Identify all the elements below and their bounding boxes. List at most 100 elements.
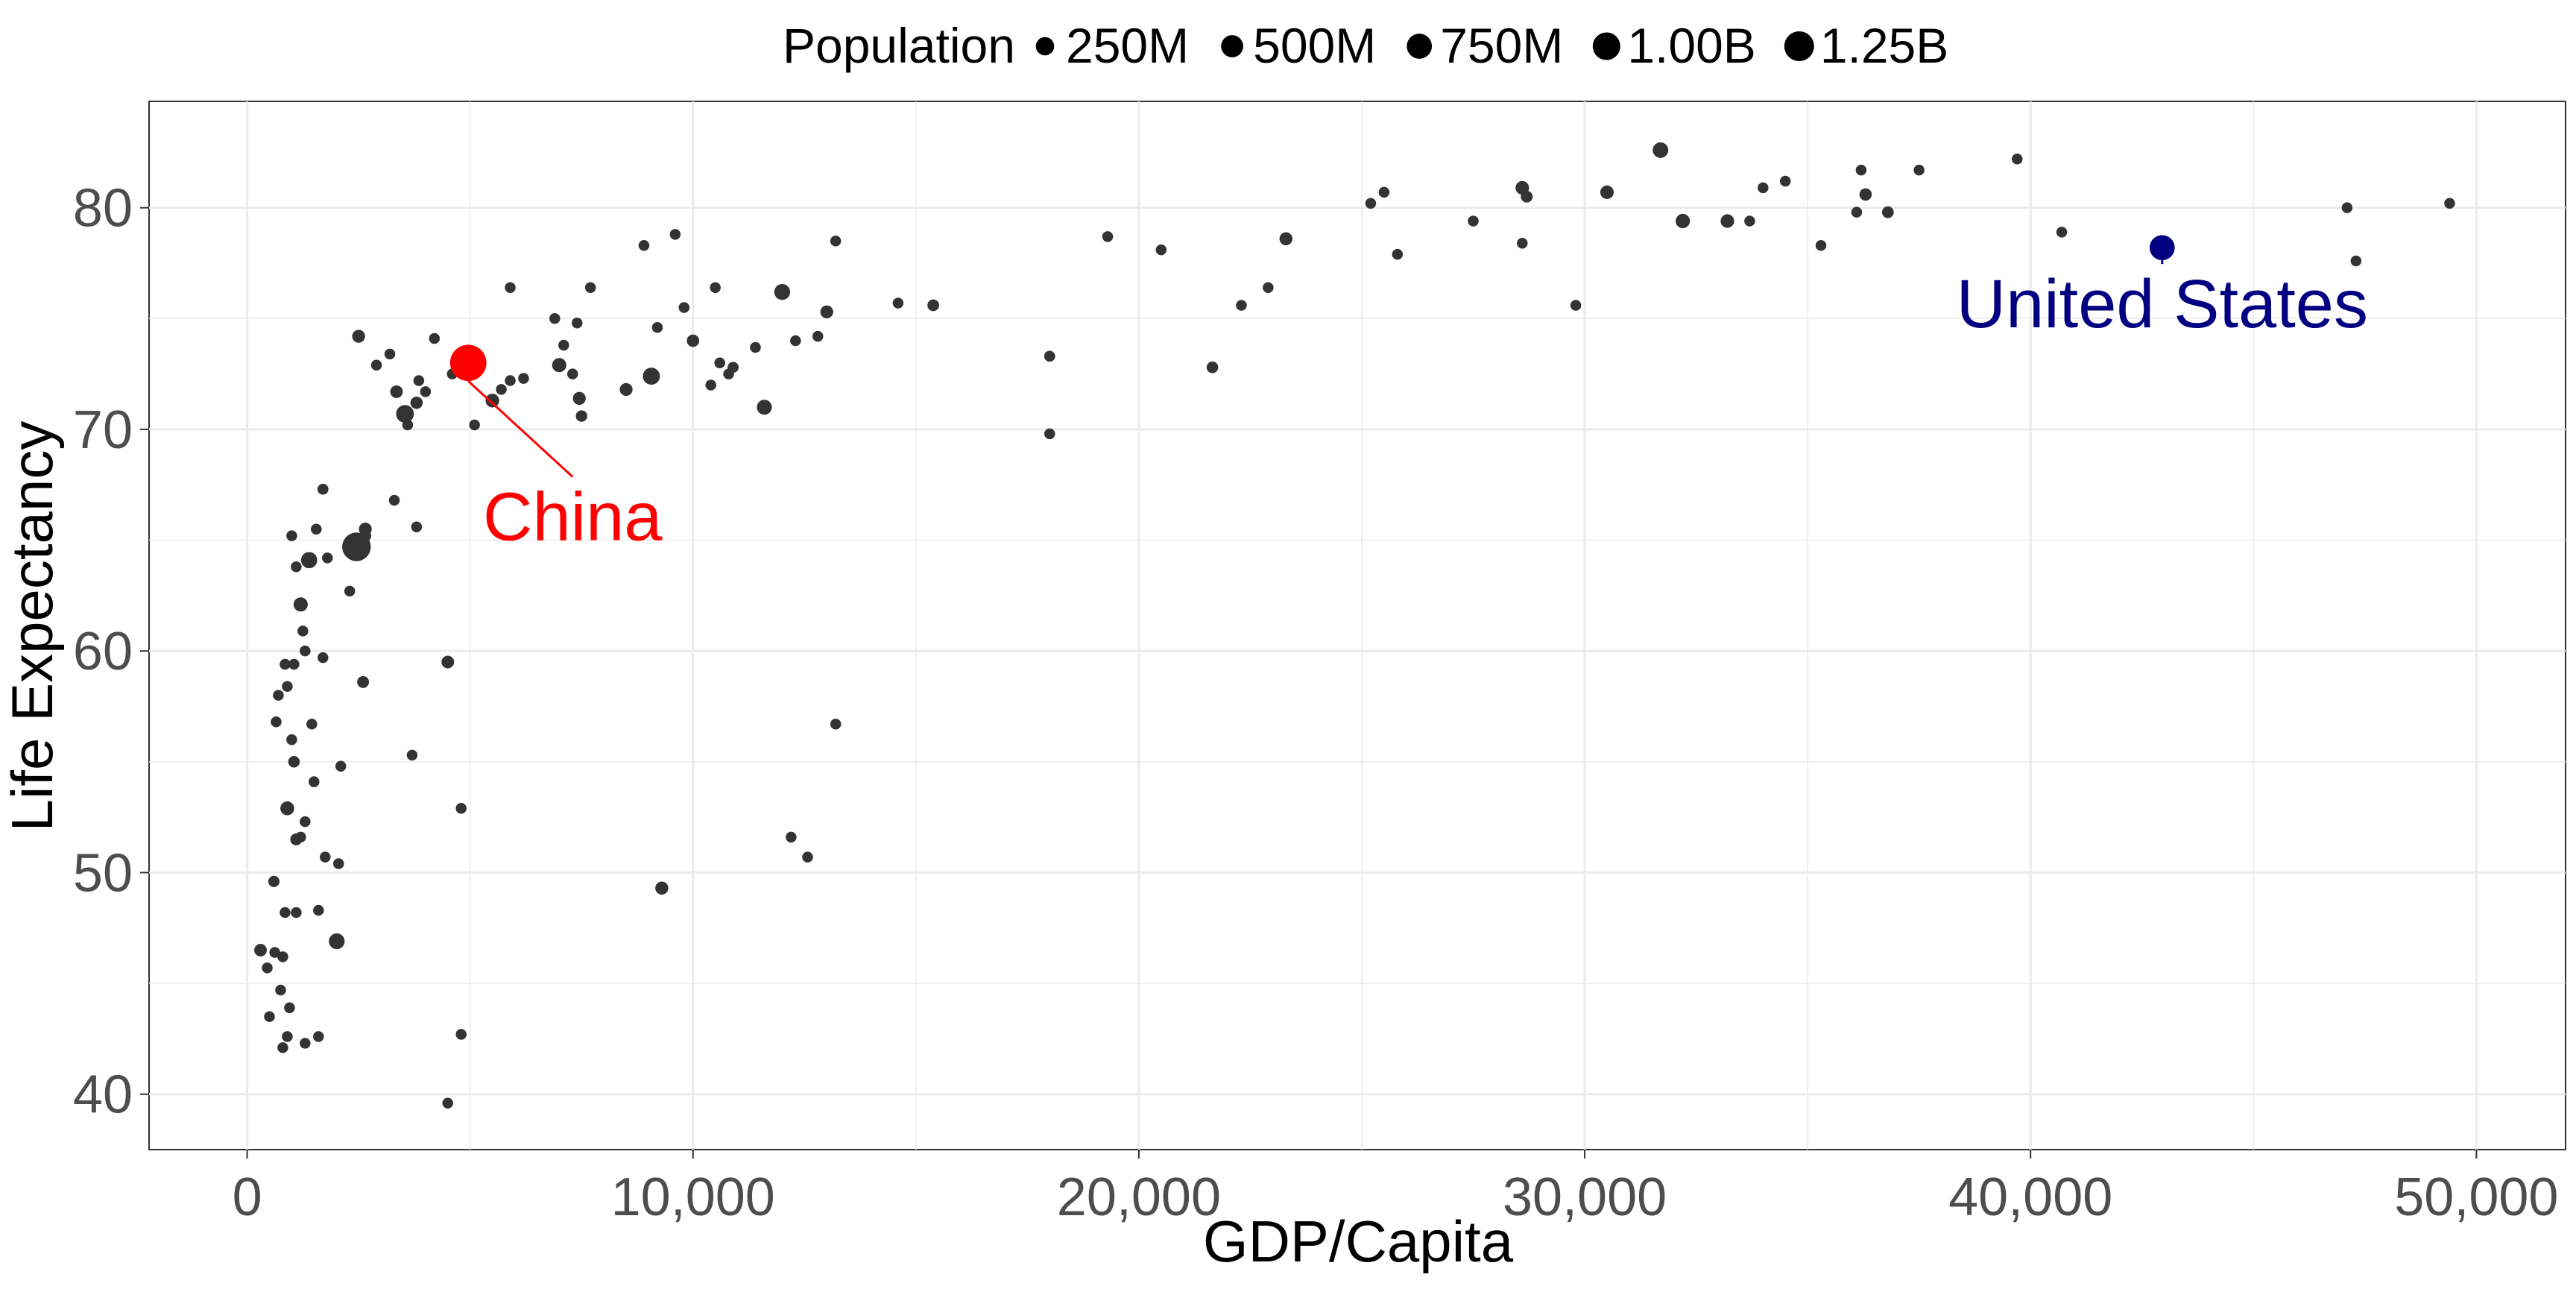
data-point [411,521,423,532]
data-point [280,907,291,918]
data-point [1521,190,1533,203]
data-point [469,419,480,431]
data-point [678,302,690,313]
data-point [282,1031,293,1042]
data-point [786,831,797,843]
data-point [669,229,681,240]
data-point [549,313,561,324]
x-tick-label: 20,000 [1057,1167,1221,1227]
data-point [284,1002,295,1014]
legend-key [1784,31,1814,61]
data-point [1815,239,1827,251]
data-point [2341,202,2353,213]
axes: 0 10,000 20,000 30,000 40,000 50,000 40 50 60 70 8… [73,179,2559,1227]
data-point [455,802,467,814]
data-point [441,655,455,669]
data-point [297,625,309,637]
highlight-point-united-states [2149,235,2175,261]
data-point [320,851,331,863]
data-point [1859,188,1872,201]
data-point [1652,142,1669,158]
data-point [1392,248,1404,260]
data-point [1855,164,1867,176]
data-point [572,391,586,405]
data-point [638,239,650,251]
y-tick-label: 80 [73,179,133,239]
data-point [686,334,700,347]
data-point [812,330,824,342]
data-point [496,384,507,395]
data-point [313,1031,324,1042]
plot-panel [148,101,2566,1150]
data-point [1044,428,1055,440]
data-point [1206,361,1219,374]
legend-key [1221,35,1243,57]
data-point [288,756,300,768]
data-point [280,658,291,670]
data-point [619,382,633,397]
data-point [413,375,425,386]
annotation-leader-china [467,380,574,478]
data-point [275,984,286,996]
data-point [830,719,842,730]
data-point [1676,213,1690,229]
data-point [317,483,329,495]
data-point [318,652,329,664]
data-point [335,760,347,772]
data-point [332,858,344,869]
data-point [1365,198,1377,209]
data-point [1468,215,1479,227]
data-point [927,299,939,312]
x-tick-label: 40,000 [1948,1167,2112,1227]
data-point [286,530,297,541]
data-point [268,875,280,887]
data-point [2012,154,2023,165]
data-point [1570,300,1582,311]
data-point [295,831,306,843]
data-point [269,947,280,958]
data-point [300,1038,311,1049]
data-point [643,368,660,385]
data-point [277,1042,288,1053]
data-point [311,523,322,535]
highlight-point-china [449,344,487,382]
data-point [291,561,302,573]
data-point [352,330,365,343]
data-point [1881,206,1894,218]
x-tick-label: 30,000 [1503,1167,1667,1227]
y-tick-label: 60 [73,622,133,681]
panel-border [148,101,2566,1150]
data-point [306,719,318,730]
data-point [1155,244,1167,256]
legend-label: 1.00B [1627,18,1755,73]
gridlines [149,101,2566,1150]
data-point [575,410,587,422]
data-point [309,776,320,787]
data-point [264,1011,275,1022]
data-point [830,236,842,247]
data-point [442,1097,454,1109]
legend: Population 250M 500M 750M 1.00B 1.25B [783,18,1948,73]
data-point [651,321,663,333]
data-point [280,801,294,816]
data-point [1263,282,1274,293]
data-point [571,317,583,329]
y-axis-title: Life Expectancy [0,421,65,832]
data-point [313,904,324,916]
annotation-label-united-states: United States [1957,266,2368,342]
legend-label: 250M [1066,18,1189,73]
data-point [420,386,432,397]
data-point [790,335,801,347]
data-point [388,494,400,506]
data-point [429,333,441,344]
legend-label: 500M [1253,18,1376,73]
data-point [282,681,293,692]
data-point [1279,232,1293,246]
data-point [566,368,578,379]
legend-title: Population [783,18,1015,73]
y-tick-label: 40 [73,1065,133,1125]
data-point [1517,237,1528,249]
data-point [820,305,833,319]
data-point [357,675,370,688]
